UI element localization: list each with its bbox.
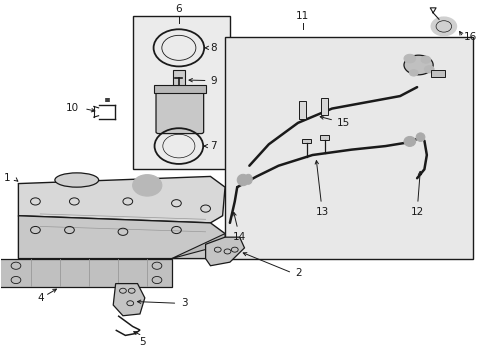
Bar [153, 85, 205, 93]
Ellipse shape [237, 174, 248, 186]
Text: 14: 14 [232, 212, 246, 242]
Text: 3: 3 [181, 298, 187, 308]
Bar [224, 37, 472, 258]
Bar [299, 102, 305, 118]
FancyBboxPatch shape [156, 91, 203, 134]
Text: 7: 7 [204, 141, 217, 151]
Polygon shape [205, 237, 244, 266]
Bar [321, 98, 327, 115]
Circle shape [430, 17, 456, 36]
Text: 5: 5 [139, 337, 145, 347]
Polygon shape [19, 176, 224, 223]
Circle shape [408, 69, 417, 76]
Text: 8: 8 [204, 43, 217, 53]
Text: 12: 12 [409, 171, 423, 217]
Polygon shape [171, 234, 224, 258]
Ellipse shape [403, 55, 432, 75]
Text: 6: 6 [175, 4, 182, 14]
Text: 1: 1 [3, 173, 10, 183]
Text: 16: 16 [463, 32, 477, 42]
Polygon shape [113, 284, 144, 316]
Ellipse shape [415, 133, 424, 141]
Ellipse shape [403, 136, 415, 147]
Polygon shape [19, 216, 224, 258]
Ellipse shape [244, 174, 252, 184]
Circle shape [403, 54, 415, 63]
Circle shape [132, 175, 162, 196]
Text: 10: 10 [66, 103, 79, 113]
Text: 2: 2 [295, 268, 302, 278]
Circle shape [420, 56, 430, 63]
Bar [132, 16, 229, 169]
Text: 4: 4 [37, 293, 43, 303]
Circle shape [424, 66, 433, 73]
Bar [430, 70, 445, 77]
Bar [172, 70, 185, 90]
Text: 15: 15 [320, 116, 349, 128]
Bar [320, 135, 328, 140]
Ellipse shape [55, 173, 99, 187]
Text: 11: 11 [296, 11, 309, 21]
Text: 13: 13 [314, 161, 328, 217]
Polygon shape [0, 258, 171, 287]
Bar [302, 139, 310, 143]
Text: 9: 9 [189, 76, 217, 86]
